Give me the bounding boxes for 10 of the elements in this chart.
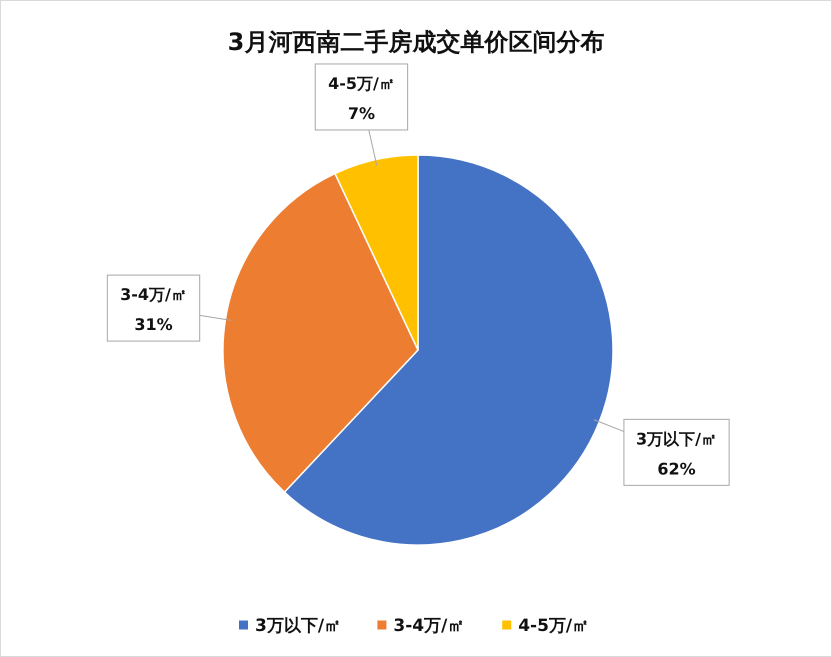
data-label: 7% bbox=[348, 104, 376, 123]
slice-label: 4-5万/㎡ bbox=[328, 74, 395, 93]
legend-label: 3-4万/㎡ bbox=[393, 616, 464, 636]
legend-label: 3万以下/㎡ bbox=[255, 616, 342, 636]
data-label: 62% bbox=[657, 459, 696, 478]
legend-label: 4-5万/㎡ bbox=[518, 616, 590, 636]
slice-label: 3万以下/㎡ bbox=[636, 429, 718, 448]
slice-label: 3-4万/㎡ bbox=[120, 285, 187, 304]
chart-title: 3月河西南二手房成交单价区间分布 bbox=[228, 28, 604, 56]
data-label: 31% bbox=[134, 315, 173, 334]
